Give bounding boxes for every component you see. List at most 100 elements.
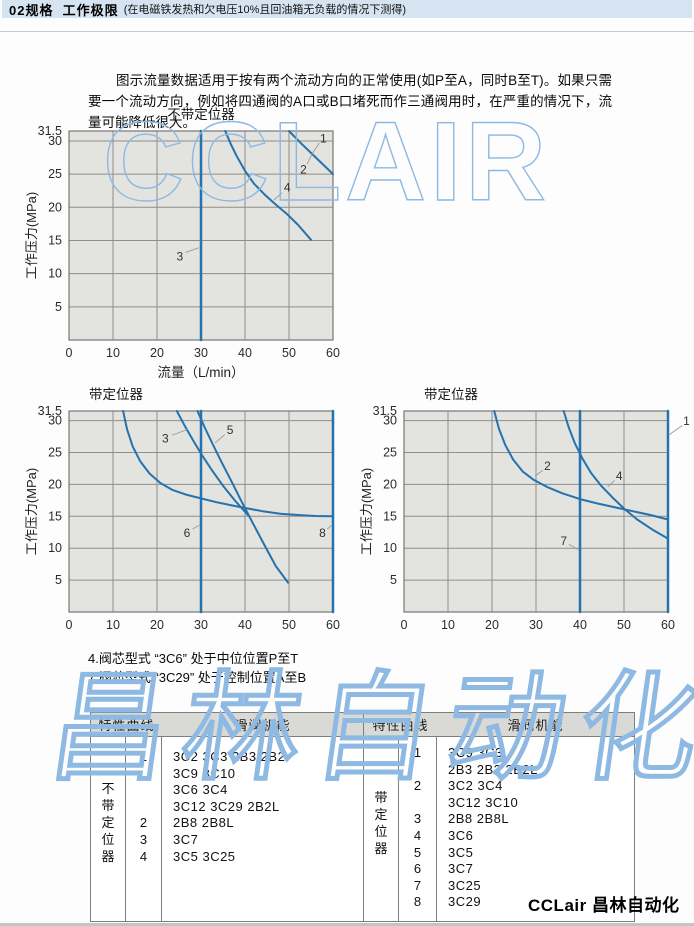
spool-codes-cell: 2B3 2B2 2B2L xyxy=(448,761,538,777)
curve-number-cell: 2 xyxy=(413,778,422,794)
group-label-char: 定 xyxy=(101,815,115,830)
y-tick-label: 15 xyxy=(48,233,62,247)
curve-label-1: 1 xyxy=(320,131,327,145)
x-tick-label: 30 xyxy=(194,346,208,360)
table-col-spool-codes: 3C2 3C3 2B3 2B2 3C9 3C10 3C6 3C4 3C12 3C29 … xyxy=(162,737,363,921)
y-tick-label: 31.5 xyxy=(38,124,62,138)
curve-label-leader xyxy=(306,153,313,165)
curve-number-cell xyxy=(399,795,436,812)
y-axis-title: 工作压力(MPa) xyxy=(24,468,39,555)
x-tick-label: 60 xyxy=(661,618,675,632)
x-tick-label: 50 xyxy=(282,618,296,632)
x-tick-label: 50 xyxy=(282,346,296,360)
spool-codes-cell: 3C5 3C25 xyxy=(173,848,236,864)
y-tick-label: 31.5 xyxy=(38,404,62,418)
chart-title: 不带定位器 xyxy=(167,107,235,122)
table-header-curve: 特性曲线 xyxy=(98,718,155,733)
y-tick-label: 5 xyxy=(55,573,62,587)
curve-label-leader xyxy=(192,524,200,530)
page-bottom-edge xyxy=(0,923,694,926)
curve-number-cell xyxy=(399,762,436,779)
spool-codes-cell: 3C12 3C29 2B2L xyxy=(173,798,280,814)
x-tick-label: 50 xyxy=(617,618,631,632)
curve-number-cell xyxy=(126,799,161,816)
curve-label-3: 3 xyxy=(162,431,169,445)
curve-4 xyxy=(562,410,669,540)
curve-number-cell: 4 xyxy=(139,848,148,864)
spool-codes-cell: 3C9 3C3 xyxy=(448,745,503,760)
curve-3 xyxy=(175,410,250,517)
curve-label-leader xyxy=(568,543,579,550)
curve-label-leader xyxy=(171,429,188,436)
curve-number-cell: 6 xyxy=(413,861,422,877)
group-label-char: 不 xyxy=(101,781,115,796)
x-tick-label: 20 xyxy=(485,618,499,632)
brand-logo: CCLair 昌林自动化 xyxy=(528,896,680,915)
x-tick-label: 20 xyxy=(150,346,164,360)
y-tick-label: 10 xyxy=(383,541,397,555)
page-subtitle: (在电磁铁发热和欠电压10%且回油箱无负载的情况下测得) xyxy=(123,4,407,16)
y-tick-label: 20 xyxy=(383,477,397,491)
curve-label-7: 7 xyxy=(560,534,567,548)
curve-number-cell: 5 xyxy=(413,844,422,860)
table-header-spool: 滑阀机能 xyxy=(507,718,564,733)
x-tick-label: 10 xyxy=(106,618,120,632)
spool-codes-cell: 3C2 3C3 2B3 2B2 xyxy=(173,749,286,764)
table-group-label: 带定位器 xyxy=(364,737,399,921)
x-tick-label: 40 xyxy=(573,618,587,632)
x-tick-label: 10 xyxy=(106,346,120,360)
intro-paragraph: 图示流量数据适用于按有两个流动方向的正常使用(如P至A，同时B至T)。如果只需要… xyxy=(88,72,612,130)
spool-codes-cell: 3C7 xyxy=(448,861,474,877)
y-tick-label: 10 xyxy=(48,267,62,281)
curve-number-cell: 8 xyxy=(413,894,422,910)
curve-label-4: 4 xyxy=(284,180,291,194)
table-with-detent: 特性曲线 滑阀机能带定位器 1 2 3 4 5 6 7 8 3C9 3C3 2B3 2B2 2B2L 3… xyxy=(363,712,635,922)
x-axis-title: 流量（L/min） xyxy=(157,365,244,380)
spool-codes-cell: 3C6 xyxy=(448,827,474,843)
y-tick-label: 25 xyxy=(48,167,62,181)
x-tick-label: 10 xyxy=(441,618,455,632)
table-no-detent: 特性曲线 滑阀机能不带定位器 1 2 3 4 3C2 3C3 2B3 2B2 3C9 3C10… xyxy=(90,712,364,922)
y-tick-label: 15 xyxy=(48,509,62,523)
curve-label-leader xyxy=(311,142,320,154)
y-tick-label: 20 xyxy=(48,200,62,214)
spool-codes-cell: 3C5 xyxy=(448,844,474,860)
chart-no-detent: 不带定位器 1 2 4 3 5 10 15 20 25 30 31.5 0 10 20 30 40 50 60 工作压… xyxy=(23,103,361,387)
y-tick-label: 20 xyxy=(48,477,62,491)
spool-codes-cell: 3C12 3C10 xyxy=(448,794,519,810)
chart-title: 带定位器 xyxy=(424,387,478,402)
curve-number-cell: 4 xyxy=(413,827,422,843)
curve-label-5: 5 xyxy=(227,423,234,437)
curve-label-8: 8 xyxy=(319,526,326,540)
x-tick-label: 40 xyxy=(238,618,252,632)
y-tick-label: 25 xyxy=(48,445,62,459)
curve-label-leader xyxy=(534,469,543,477)
curve-number-cell xyxy=(126,782,161,799)
curve-number-cell: 2 xyxy=(139,815,148,831)
x-tick-label: 60 xyxy=(326,618,340,632)
curve-label-leader xyxy=(326,524,332,530)
spool-codes-cell: 3C9 3C10 xyxy=(173,765,236,781)
chart-with-detent-left: 带定位器 3 5 6 8 5 10 15 20 25 30 31.5 0 10 20 30 40 50 60 工作压力… xyxy=(23,383,361,643)
chart-title: 带定位器 xyxy=(89,387,143,402)
x-tick-label: 30 xyxy=(529,618,543,632)
group-label-char: 位 xyxy=(374,824,388,839)
y-axis-title: 工作压力(MPa) xyxy=(359,468,374,555)
group-label-char: 器 xyxy=(101,849,115,864)
table-header-spool: 滑阀机能 xyxy=(234,718,291,733)
group-label-char: 定 xyxy=(374,807,388,822)
curve-label-leader xyxy=(214,434,226,444)
curve-number-cell: 1 xyxy=(139,749,148,764)
y-tick-label: 30 xyxy=(48,134,62,148)
y-tick-label: 31.5 xyxy=(373,404,397,418)
y-axis-title: 工作压力(MPa) xyxy=(24,192,39,279)
curve-1-2 xyxy=(288,130,334,176)
spool-codes-cell: 3C25 xyxy=(448,877,482,893)
group-label-char: 带 xyxy=(101,798,115,813)
